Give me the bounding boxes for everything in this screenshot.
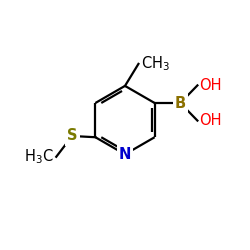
Text: H$_3$C: H$_3$C: [24, 148, 54, 166]
Text: S: S: [67, 128, 78, 144]
Text: B: B: [175, 96, 186, 110]
Text: N: N: [119, 147, 131, 162]
Text: OH: OH: [199, 78, 221, 93]
Text: CH$_3$: CH$_3$: [141, 54, 170, 73]
Text: OH: OH: [199, 113, 221, 128]
